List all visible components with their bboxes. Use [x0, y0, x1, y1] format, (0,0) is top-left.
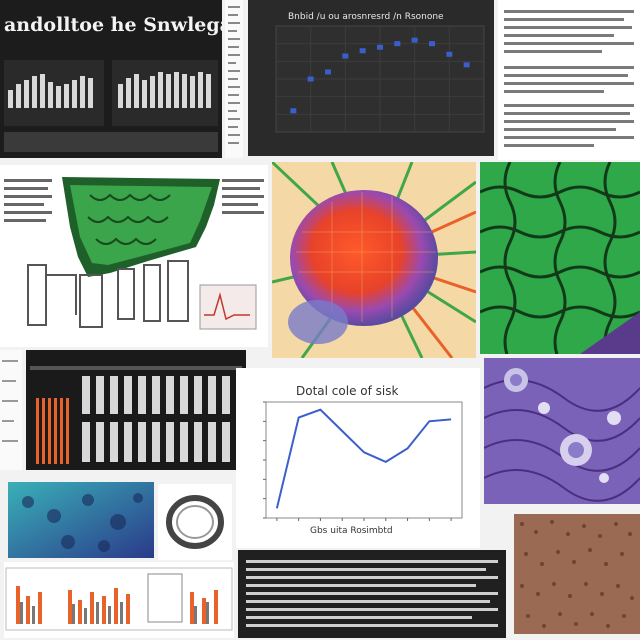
cell-diagram-panel: [0, 165, 268, 347]
scatter-point: [446, 51, 453, 57]
line-series: [275, 408, 452, 509]
scatter-title: Bnbid /u ou arosnresrd /n Rsonone: [288, 12, 444, 22]
text-strip-2: [0, 350, 22, 470]
green-texture-panel: [480, 162, 640, 354]
small-bars-panel: [4, 562, 234, 638]
line-chart-panel: Dotal cole of sisk Gbs uita Rosimbtd: [236, 368, 480, 548]
scatter-point: [325, 69, 331, 75]
scatter-panel: Bnbid /u ou arosnresrd /n Rsonone: [248, 0, 494, 156]
line-plot-area: [265, 401, 463, 519]
microscopy-icon: [484, 368, 640, 502]
scatter-point: [290, 108, 297, 114]
scatter-point: [307, 76, 314, 82]
scatter-plot-icon: [275, 25, 485, 133]
brown-texture-panel: [514, 514, 640, 634]
banner-panel: andolltoe he Snwlegae: [0, 0, 222, 158]
scatter-point: [463, 62, 470, 68]
dark-lab-panel: [26, 350, 246, 470]
blue-texture-panel: [8, 482, 154, 558]
line-chart-caption: Gbs uita Rosimbtd: [310, 526, 393, 536]
cell-texture-icon: [4, 177, 264, 330]
line-chart-title: Dotal cole of sisk: [296, 384, 399, 398]
text-strip-1: [225, 0, 243, 158]
document-panel-top: [498, 0, 640, 160]
ring-diagram-panel: [158, 484, 232, 560]
microscopy-panel: [484, 358, 640, 504]
scatter-point: [394, 41, 401, 47]
scatter-point: [342, 53, 349, 59]
banner-bar-chart-icon: [4, 60, 218, 152]
dark-document-panel: [238, 550, 506, 638]
bar-chart-icon: [5, 567, 233, 631]
scatter-point: [411, 37, 418, 43]
radial-cell-panel: [272, 162, 476, 358]
line-chart-icon: [263, 401, 463, 521]
banner-title: andolltoe he Snwlegae: [4, 14, 222, 36]
scatter-point: [377, 44, 383, 50]
scatter-point: [359, 48, 366, 54]
scatter-point: [429, 41, 435, 47]
